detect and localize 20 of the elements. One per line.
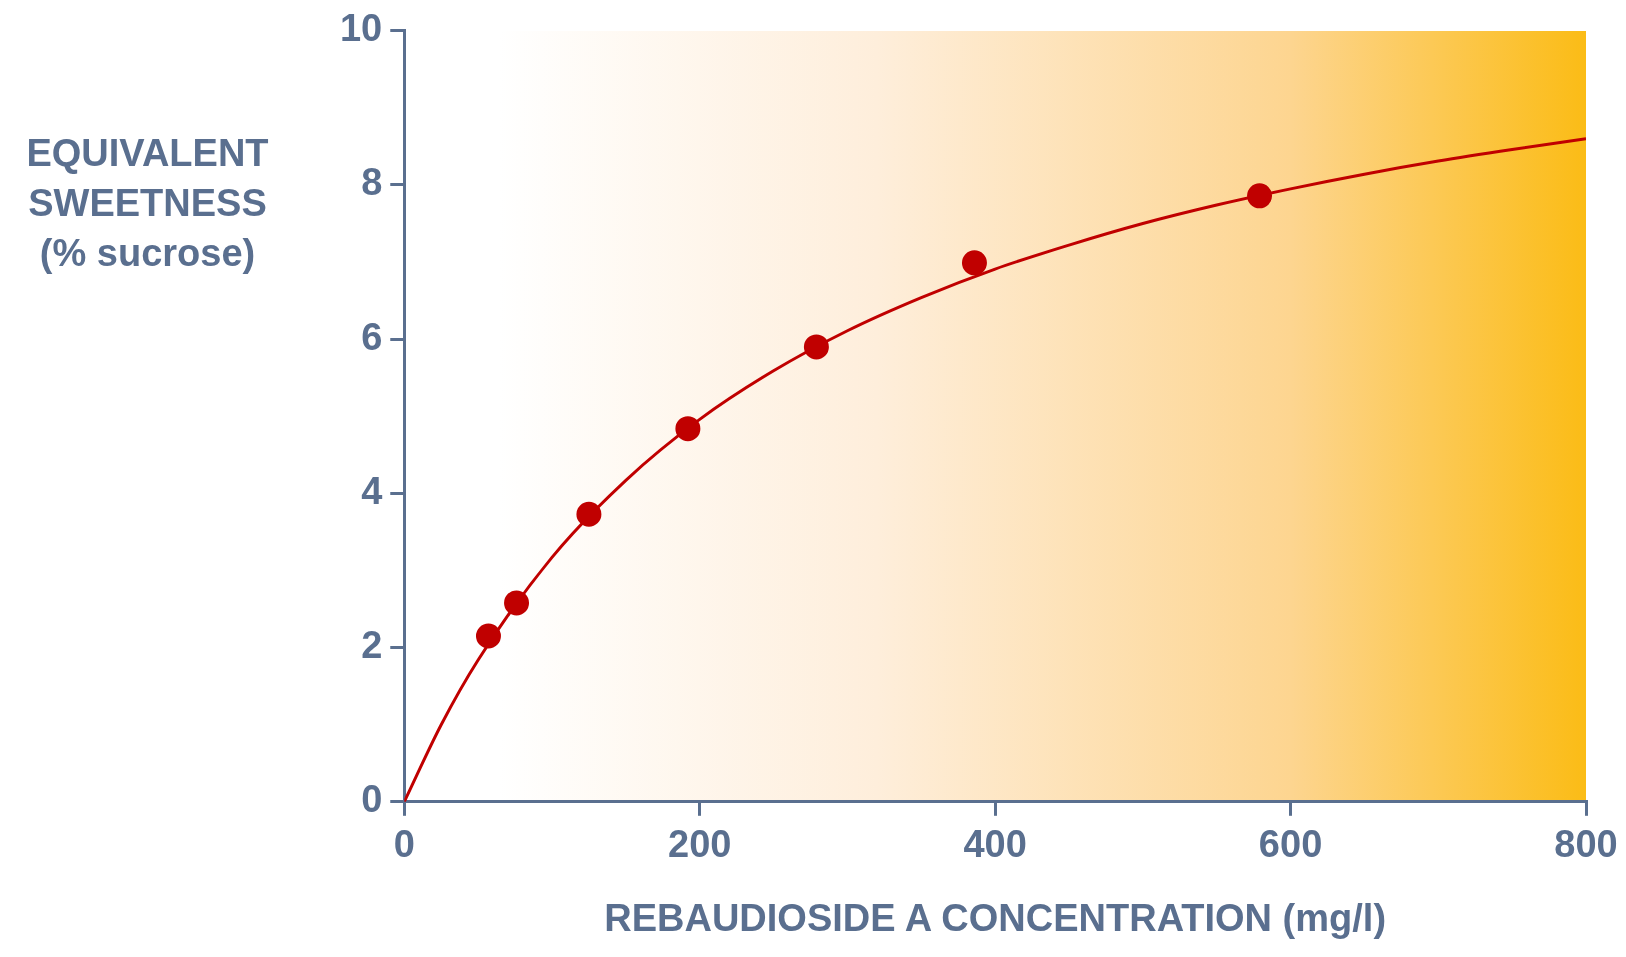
x-tick-label: 200 bbox=[668, 823, 732, 866]
y-tick-label: 10 bbox=[339, 7, 383, 50]
y-tick-label: 8 bbox=[361, 161, 383, 204]
x-tick-label: 0 bbox=[393, 823, 415, 866]
point bbox=[1247, 183, 1273, 209]
point bbox=[475, 623, 501, 649]
x-axis-title: REBAUDIOSIDE A CONCENTRATION (mg/l) bbox=[604, 896, 1387, 939]
y-tick-label: 6 bbox=[361, 315, 383, 358]
y-axis-title: EQUIVALENT SWEETNESS (% sucrose) bbox=[25, 131, 270, 276]
point bbox=[675, 416, 701, 442]
point bbox=[576, 501, 602, 527]
x-tick-label: 600 bbox=[1258, 823, 1323, 866]
x-tick-label: 400 bbox=[963, 823, 1027, 866]
y-tick-label: 4 bbox=[361, 469, 383, 512]
y-tick-label: 2 bbox=[361, 624, 383, 667]
point bbox=[803, 334, 829, 360]
x-tick-label: 800 bbox=[1554, 823, 1618, 866]
point bbox=[961, 250, 987, 276]
point bbox=[504, 590, 530, 616]
y-tick-label: 0 bbox=[361, 778, 383, 821]
